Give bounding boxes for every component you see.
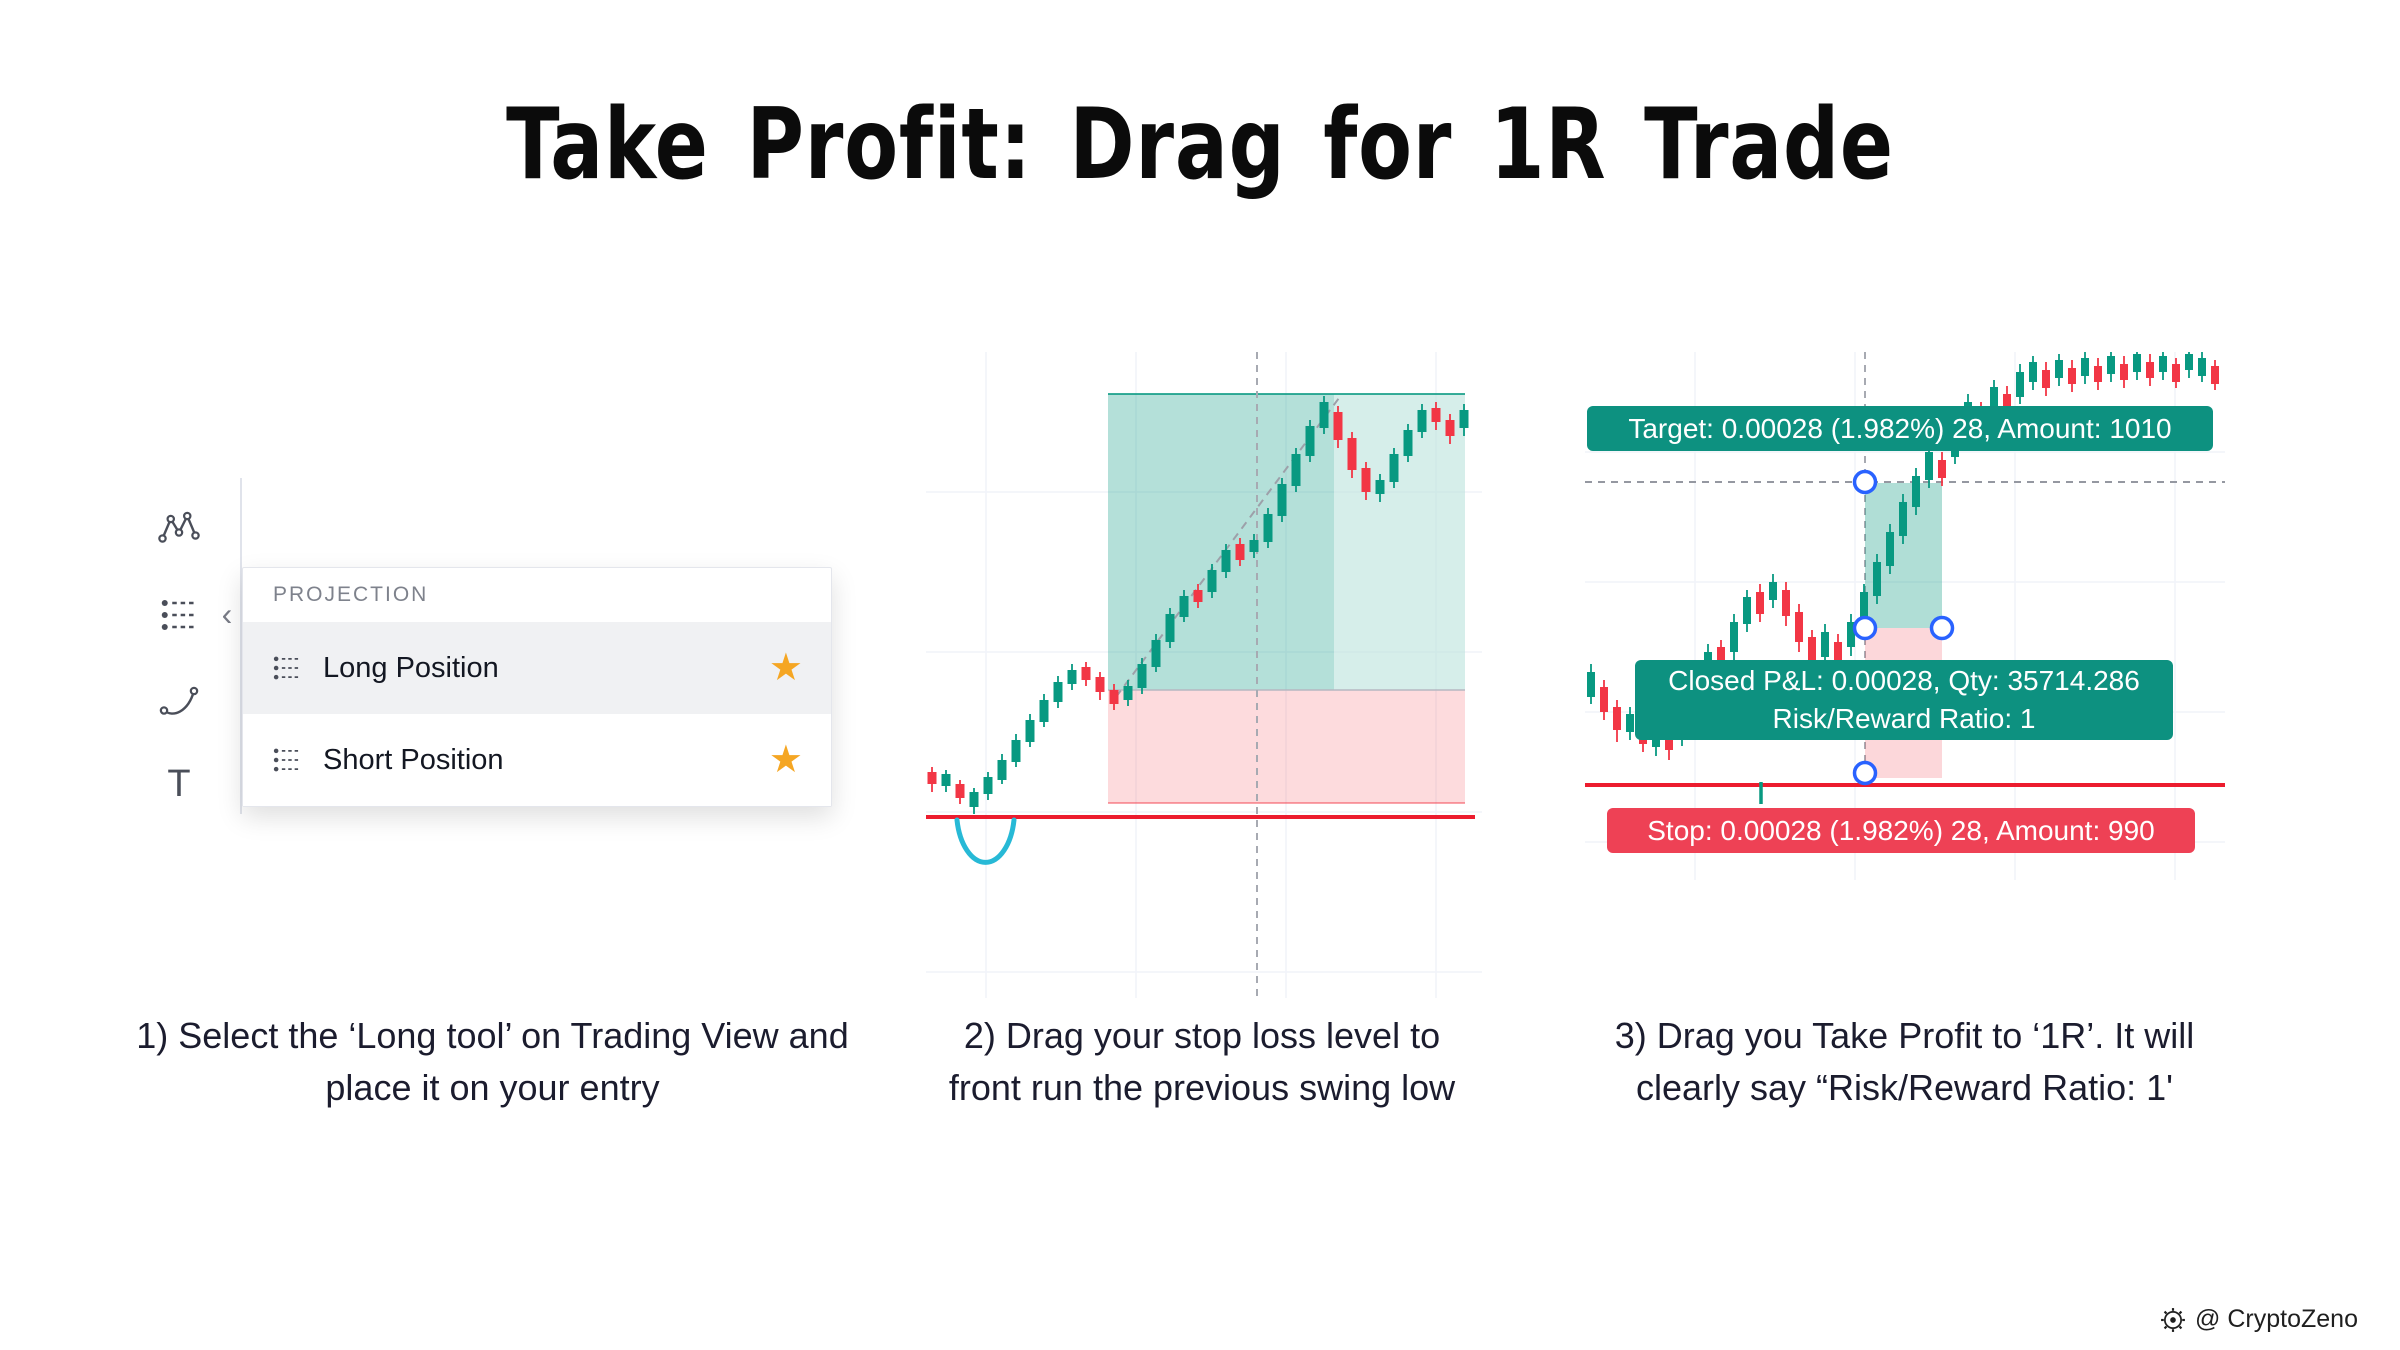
swing-low-annotation-arc (954, 817, 1017, 865)
stop-drag-handle[interactable] (1852, 760, 1878, 786)
target-label-badge: Target: 0.00028 (1.982%) 28, Amount: 101… (1587, 406, 2213, 451)
short-position-icon (273, 748, 301, 772)
menu-item-short-position[interactable]: Short Position ★ (243, 714, 831, 806)
entry-right-drag-handle[interactable] (1929, 615, 1955, 641)
favorite-star-icon[interactable]: ★ (768, 739, 803, 781)
grid (926, 352, 1482, 998)
tradingview-toolbar-panel: T ‹ PROJECTION Long Position ★ (140, 470, 852, 822)
middle-chart (926, 352, 1482, 998)
menu-item-long-position[interactable]: Long Position ★ (243, 622, 831, 714)
caption-step-1: 1) Select the ‘Long tool’ on Trading Vie… (136, 1015, 849, 1109)
pnl-line1: Closed P&L: 0.00028, Qty: 35714.286 (1668, 665, 2140, 697)
page-title: Take Profit: Drag for 1R Trade (506, 88, 1894, 202)
xabcd-pattern-tool-button[interactable] (157, 506, 201, 550)
pnl-line2: Risk/Reward Ratio: 1 (1772, 703, 2036, 734)
candles (927, 396, 1469, 814)
projection-menu: PROJECTION Long Position ★ (242, 567, 832, 807)
xabcd-pattern-icon (158, 511, 200, 543)
text-tool-button[interactable]: T (157, 762, 201, 806)
caption-step-2: 2) Drag your stop loss level to front ru… (948, 1015, 1456, 1109)
menu-item-label: Short Position (323, 743, 504, 776)
projection-icon (161, 600, 197, 630)
projection-menu-header: PROJECTION (273, 583, 429, 606)
pnl-label-badge: Closed P&L: 0.00028, Qty: 35714.286 Risk… (1635, 660, 2173, 740)
menu-item-label: Long Position (323, 651, 499, 684)
entry-drag-handle[interactable] (1852, 615, 1878, 641)
watermark-text: @ CryptoZeno (2195, 1305, 2358, 1333)
cryptozeno-logo-icon (2161, 1307, 2185, 1332)
stop-label-badge: Stop: 0.00028 (1.982%) 28, Amount: 990 (1607, 808, 2195, 853)
long-position-icon (273, 656, 301, 680)
target-drag-handle[interactable] (1852, 469, 1878, 495)
right-chart: Target: 0.00028 (1.982%) 28, Amount: 101… (1585, 352, 2225, 880)
projection-tool-button[interactable] (157, 593, 201, 637)
text-tool-icon: T (167, 762, 191, 805)
stop-zone[interactable] (1108, 690, 1465, 803)
toolbar-divider (240, 478, 242, 814)
watermark: @ CryptoZeno (2160, 1305, 2358, 1334)
chevron-left-icon[interactable]: ‹ (221, 596, 233, 632)
favorite-star-icon[interactable]: ★ (768, 647, 803, 689)
arc-tool-button[interactable] (157, 678, 201, 722)
caption-step-3: 3) Drag you Take Profit to ‘1R’. It will… (1614, 1015, 2195, 1109)
arc-tool-icon (159, 686, 199, 715)
middle-chart-svg (926, 352, 1482, 998)
